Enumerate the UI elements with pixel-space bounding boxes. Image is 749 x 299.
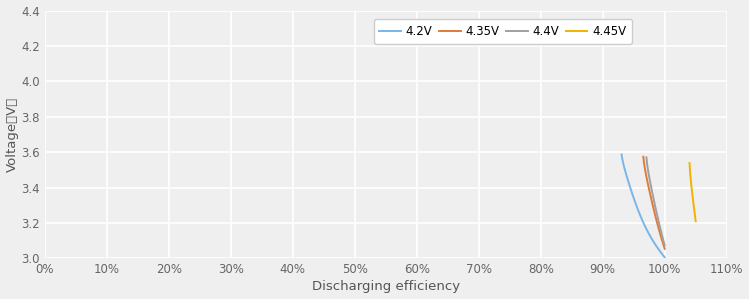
4.35V [660, 247, 669, 251]
Line: 4.45V: 4.45V [690, 163, 696, 221]
Line: 4.35V: 4.35V [643, 157, 664, 249]
Y-axis label: Voltage（V）: Voltage（V） [5, 97, 19, 172]
4.4V [642, 159, 651, 163]
4.35V [642, 177, 651, 180]
4.4V [660, 244, 669, 247]
Line: 4.2V: 4.2V [622, 155, 664, 257]
4.2V [660, 256, 669, 259]
4.4V [642, 155, 651, 159]
4.2V [642, 227, 651, 231]
X-axis label: Discharging efficiency: Discharging efficiency [312, 280, 460, 293]
4.2V [642, 228, 651, 231]
Legend: 4.2V, 4.35V, 4.4V, 4.45V: 4.2V, 4.35V, 4.4V, 4.45V [374, 19, 632, 44]
4.45V [691, 219, 700, 223]
4.35V [642, 175, 651, 179]
Line: 4.4V: 4.4V [646, 157, 664, 245]
